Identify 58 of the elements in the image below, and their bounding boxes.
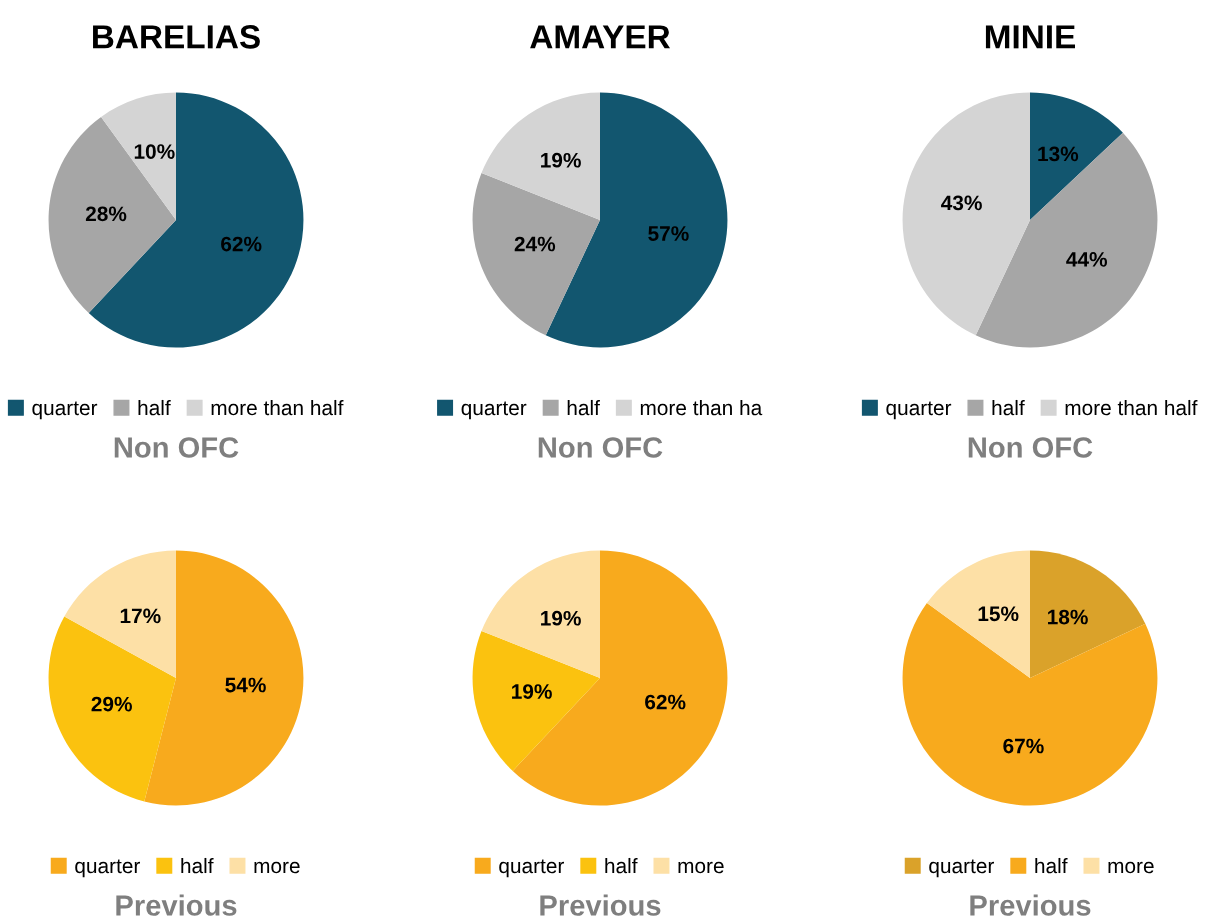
legend-label: more	[678, 861, 724, 874]
pie-slice	[1030, 550, 1146, 678]
legend-label: quarter	[461, 401, 527, 420]
pie-slice	[472, 631, 600, 771]
data-label: 62%	[645, 694, 686, 710]
legend-label: more	[254, 861, 300, 874]
legend-label: more than half	[1065, 399, 1198, 416]
data-label: 10%	[134, 144, 175, 159]
data-label: 15%	[978, 606, 1019, 622]
legend-label: half	[992, 399, 1025, 416]
data-label: 28%	[85, 206, 127, 222]
data-label: 19%	[512, 684, 552, 699]
pie-slice	[48, 116, 176, 313]
data-label: 24%	[514, 236, 556, 252]
text: Previous	[540, 894, 661, 916]
data-label: 57%	[648, 226, 689, 241]
data-label: 19%	[541, 152, 581, 168]
legend-label: quarter	[886, 401, 952, 420]
legend-label: more than ha	[640, 399, 763, 416]
pie-slice	[472, 173, 600, 336]
data-label: 54%	[225, 677, 266, 693]
pie-slice	[64, 550, 176, 678]
legend-label: more	[1108, 861, 1154, 874]
legend-label: quarter	[929, 859, 995, 878]
pie-slice	[88, 92, 304, 348]
text: Non OFC	[968, 437, 1093, 458]
pie-slice	[926, 550, 1030, 678]
legend-label: more than half	[211, 399, 344, 416]
data-label: 67%	[1003, 738, 1044, 754]
text: Previous	[970, 894, 1091, 916]
legend-label: half	[138, 399, 171, 416]
data-label: 17%	[120, 608, 161, 624]
chart-title: BARELIAS	[93, 25, 260, 49]
text: Non OFC	[114, 437, 239, 458]
legend-label: half	[181, 857, 214, 874]
chart-title: AMAYER	[530, 25, 671, 49]
pie-slice	[1030, 92, 1123, 220]
pie-slice	[902, 92, 1030, 336]
legend-label: half	[567, 399, 600, 416]
chart-title: MINIE	[985, 25, 1075, 49]
text: Non OFC	[538, 437, 663, 458]
legend-label: quarter	[499, 859, 565, 878]
legend-label: half	[1035, 857, 1068, 874]
pie-slice	[481, 92, 600, 220]
legend-label: quarter	[75, 859, 141, 878]
data-label: 29%	[91, 696, 132, 712]
legend-label: half	[605, 857, 638, 874]
data-label: 44%	[1066, 252, 1108, 267]
data-label: 62%	[221, 236, 262, 252]
pie-slice	[481, 550, 600, 678]
data-label: 18%	[1048, 609, 1088, 625]
data-label: 43%	[941, 195, 982, 211]
data-label: 19%	[541, 610, 581, 626]
pie-slice	[902, 603, 1158, 806]
legend-label: quarter	[32, 401, 98, 420]
text: Previous	[116, 894, 237, 916]
data-label: 13%	[1038, 146, 1079, 162]
pie-slice	[512, 550, 728, 806]
